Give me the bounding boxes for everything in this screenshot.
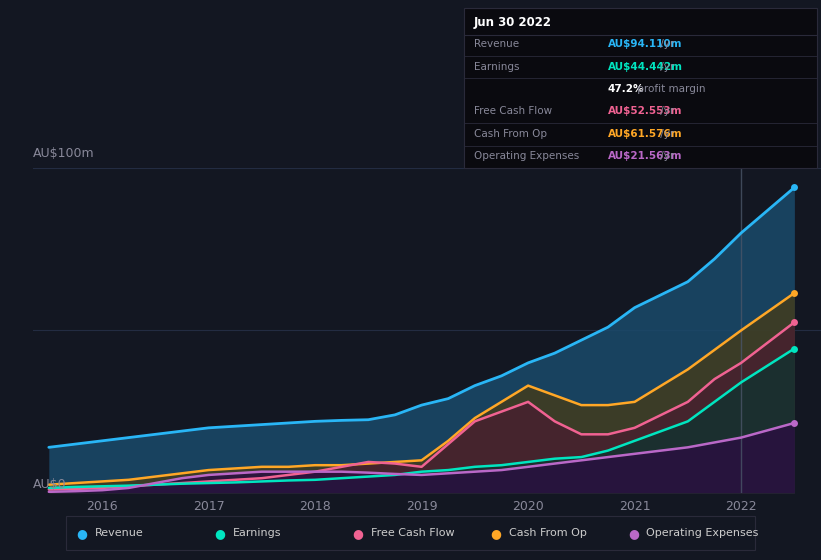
Text: /yr: /yr bbox=[657, 39, 674, 49]
Text: Cash From Op: Cash From Op bbox=[508, 528, 586, 538]
Point bbox=[788, 318, 801, 326]
Text: ●: ● bbox=[76, 526, 88, 540]
Text: profit margin: profit margin bbox=[635, 84, 706, 94]
Text: /yr: /yr bbox=[657, 129, 674, 139]
Point bbox=[788, 418, 801, 427]
Point bbox=[788, 344, 801, 353]
Text: Cash From Op: Cash From Op bbox=[474, 129, 547, 139]
Text: Jun 30 2022: Jun 30 2022 bbox=[474, 16, 552, 29]
Text: AU$21.563m: AU$21.563m bbox=[608, 151, 682, 161]
Text: Free Cash Flow: Free Cash Flow bbox=[370, 528, 454, 538]
Text: Earnings: Earnings bbox=[232, 528, 282, 538]
Text: ●: ● bbox=[628, 526, 640, 540]
Text: ●: ● bbox=[490, 526, 502, 540]
Text: Operating Expenses: Operating Expenses bbox=[646, 528, 759, 538]
Text: /yr: /yr bbox=[657, 62, 674, 72]
Text: Revenue: Revenue bbox=[474, 39, 519, 49]
Text: Operating Expenses: Operating Expenses bbox=[474, 151, 579, 161]
Text: AU$94.110m: AU$94.110m bbox=[608, 39, 682, 49]
Text: AU$100m: AU$100m bbox=[33, 147, 94, 160]
Text: Earnings: Earnings bbox=[474, 62, 519, 72]
Text: 47.2%: 47.2% bbox=[608, 84, 644, 94]
Text: ●: ● bbox=[214, 526, 226, 540]
Text: ●: ● bbox=[352, 526, 364, 540]
Text: Free Cash Flow: Free Cash Flow bbox=[474, 106, 552, 116]
Text: /yr: /yr bbox=[657, 151, 674, 161]
Text: Revenue: Revenue bbox=[94, 528, 144, 538]
Text: /yr: /yr bbox=[657, 106, 674, 116]
Text: AU$52.553m: AU$52.553m bbox=[608, 106, 682, 116]
Point bbox=[788, 183, 801, 192]
Text: AU$61.576m: AU$61.576m bbox=[608, 129, 682, 139]
Point bbox=[788, 288, 801, 297]
Text: AU$44.442m: AU$44.442m bbox=[608, 62, 682, 72]
Text: AU$0: AU$0 bbox=[33, 478, 67, 491]
